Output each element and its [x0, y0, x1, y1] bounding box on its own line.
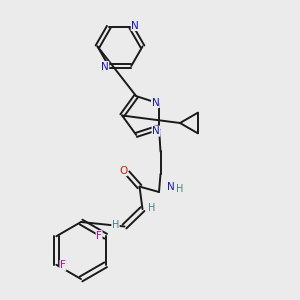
Text: H: H [176, 184, 183, 194]
Text: F: F [60, 260, 66, 270]
Text: N: N [152, 126, 160, 136]
Text: H: H [148, 202, 155, 213]
Text: N: N [101, 61, 109, 72]
Text: N: N [152, 98, 159, 108]
Text: H: H [112, 220, 119, 230]
Text: N: N [131, 20, 139, 31]
Text: F: F [96, 231, 102, 241]
Text: O: O [119, 166, 127, 176]
Text: N: N [167, 182, 175, 193]
